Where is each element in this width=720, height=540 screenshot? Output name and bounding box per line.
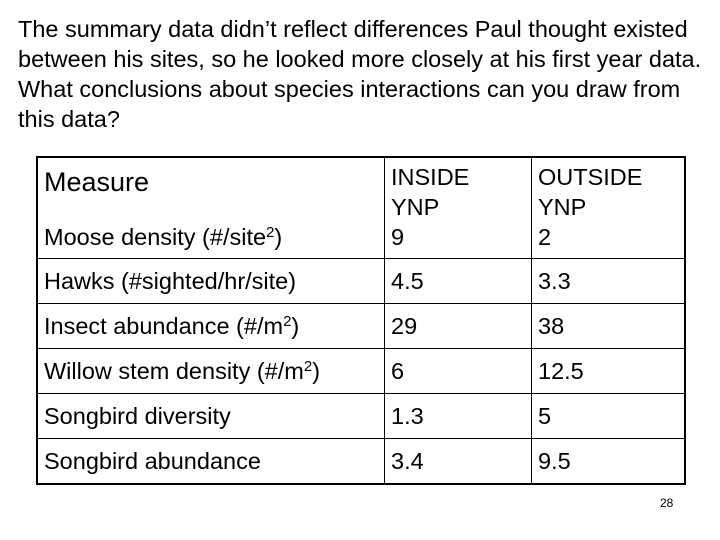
row-outside-value: 2 [531,222,685,259]
row-label-suffix: ) [291,313,300,339]
row-inside-value: 4.5 [384,258,532,304]
page-number: 28 [660,496,674,510]
row-label-suffix: ) [274,224,283,250]
row-inside-value: 9 [384,222,532,259]
row-inside-value: 1.3 [384,393,532,439]
header-outside: OUTSIDE YNP [531,157,685,222]
row-label-sup: 2 [283,313,292,330]
row-label: Moose density (#/site2) [37,222,385,259]
row-outside-value: 12.5 [531,348,685,394]
row-outside-value: 5 [531,393,685,439]
row-outside-value: 3.3 [531,258,685,304]
table-row: Songbird abundance 3.4 9.5 [37,438,685,484]
row-label: Hawks (#sighted/hr/site) [37,258,385,304]
question-text: The summary data didn’t reflect differen… [18,16,702,132]
header-inside: INSIDE YNP [384,157,532,222]
table-row: Insect abundance (#/m2) 29 38 [37,303,685,349]
row-label-suffix: ) [312,358,321,384]
row-outside-value: 38 [531,303,685,349]
row-label-text: Songbird abundance [44,448,261,474]
table-row: Hawks (#sighted/hr/site) 4.5 3.3 [37,258,685,304]
row-label: Willow stem density (#/m2) [37,348,385,394]
row-label: Songbird diversity [37,393,385,439]
table-row: Moose density (#/site2) 9 2 [37,222,685,259]
table-row: Willow stem density (#/m2) 6 12.5 [37,348,685,394]
row-inside-value: 6 [384,348,532,394]
row-label-text: Moose density (#/site [44,224,267,250]
header-measure: Measure [44,167,150,197]
row-outside-value: 9.5 [531,438,685,484]
row-label-text: Hawks (#sighted/hr/site) [44,268,297,294]
row-label-sup: 2 [266,224,275,241]
row-label-text: Insect abundance (#/m [44,313,284,339]
row-inside-value: 3.4 [384,438,532,484]
table-row: Songbird diversity 1.3 5 [37,393,685,439]
data-table: Measure INSIDE YNP OUTSIDE YNP Moose den… [36,156,686,485]
row-label: Songbird abundance [37,438,385,484]
header-inside-text: INSIDE YNP [391,164,470,220]
row-label-text: Songbird diversity [44,403,231,429]
row-label-sup: 2 [303,358,313,375]
table-header-row: Measure INSIDE YNP OUTSIDE YNP [37,157,685,222]
row-label: Insect abundance (#/m2) [37,303,385,349]
row-inside-value: 29 [384,303,532,349]
header-outside-text: OUTSIDE YNP [538,164,643,220]
row-label-text: Willow stem density (#/m [44,358,304,384]
